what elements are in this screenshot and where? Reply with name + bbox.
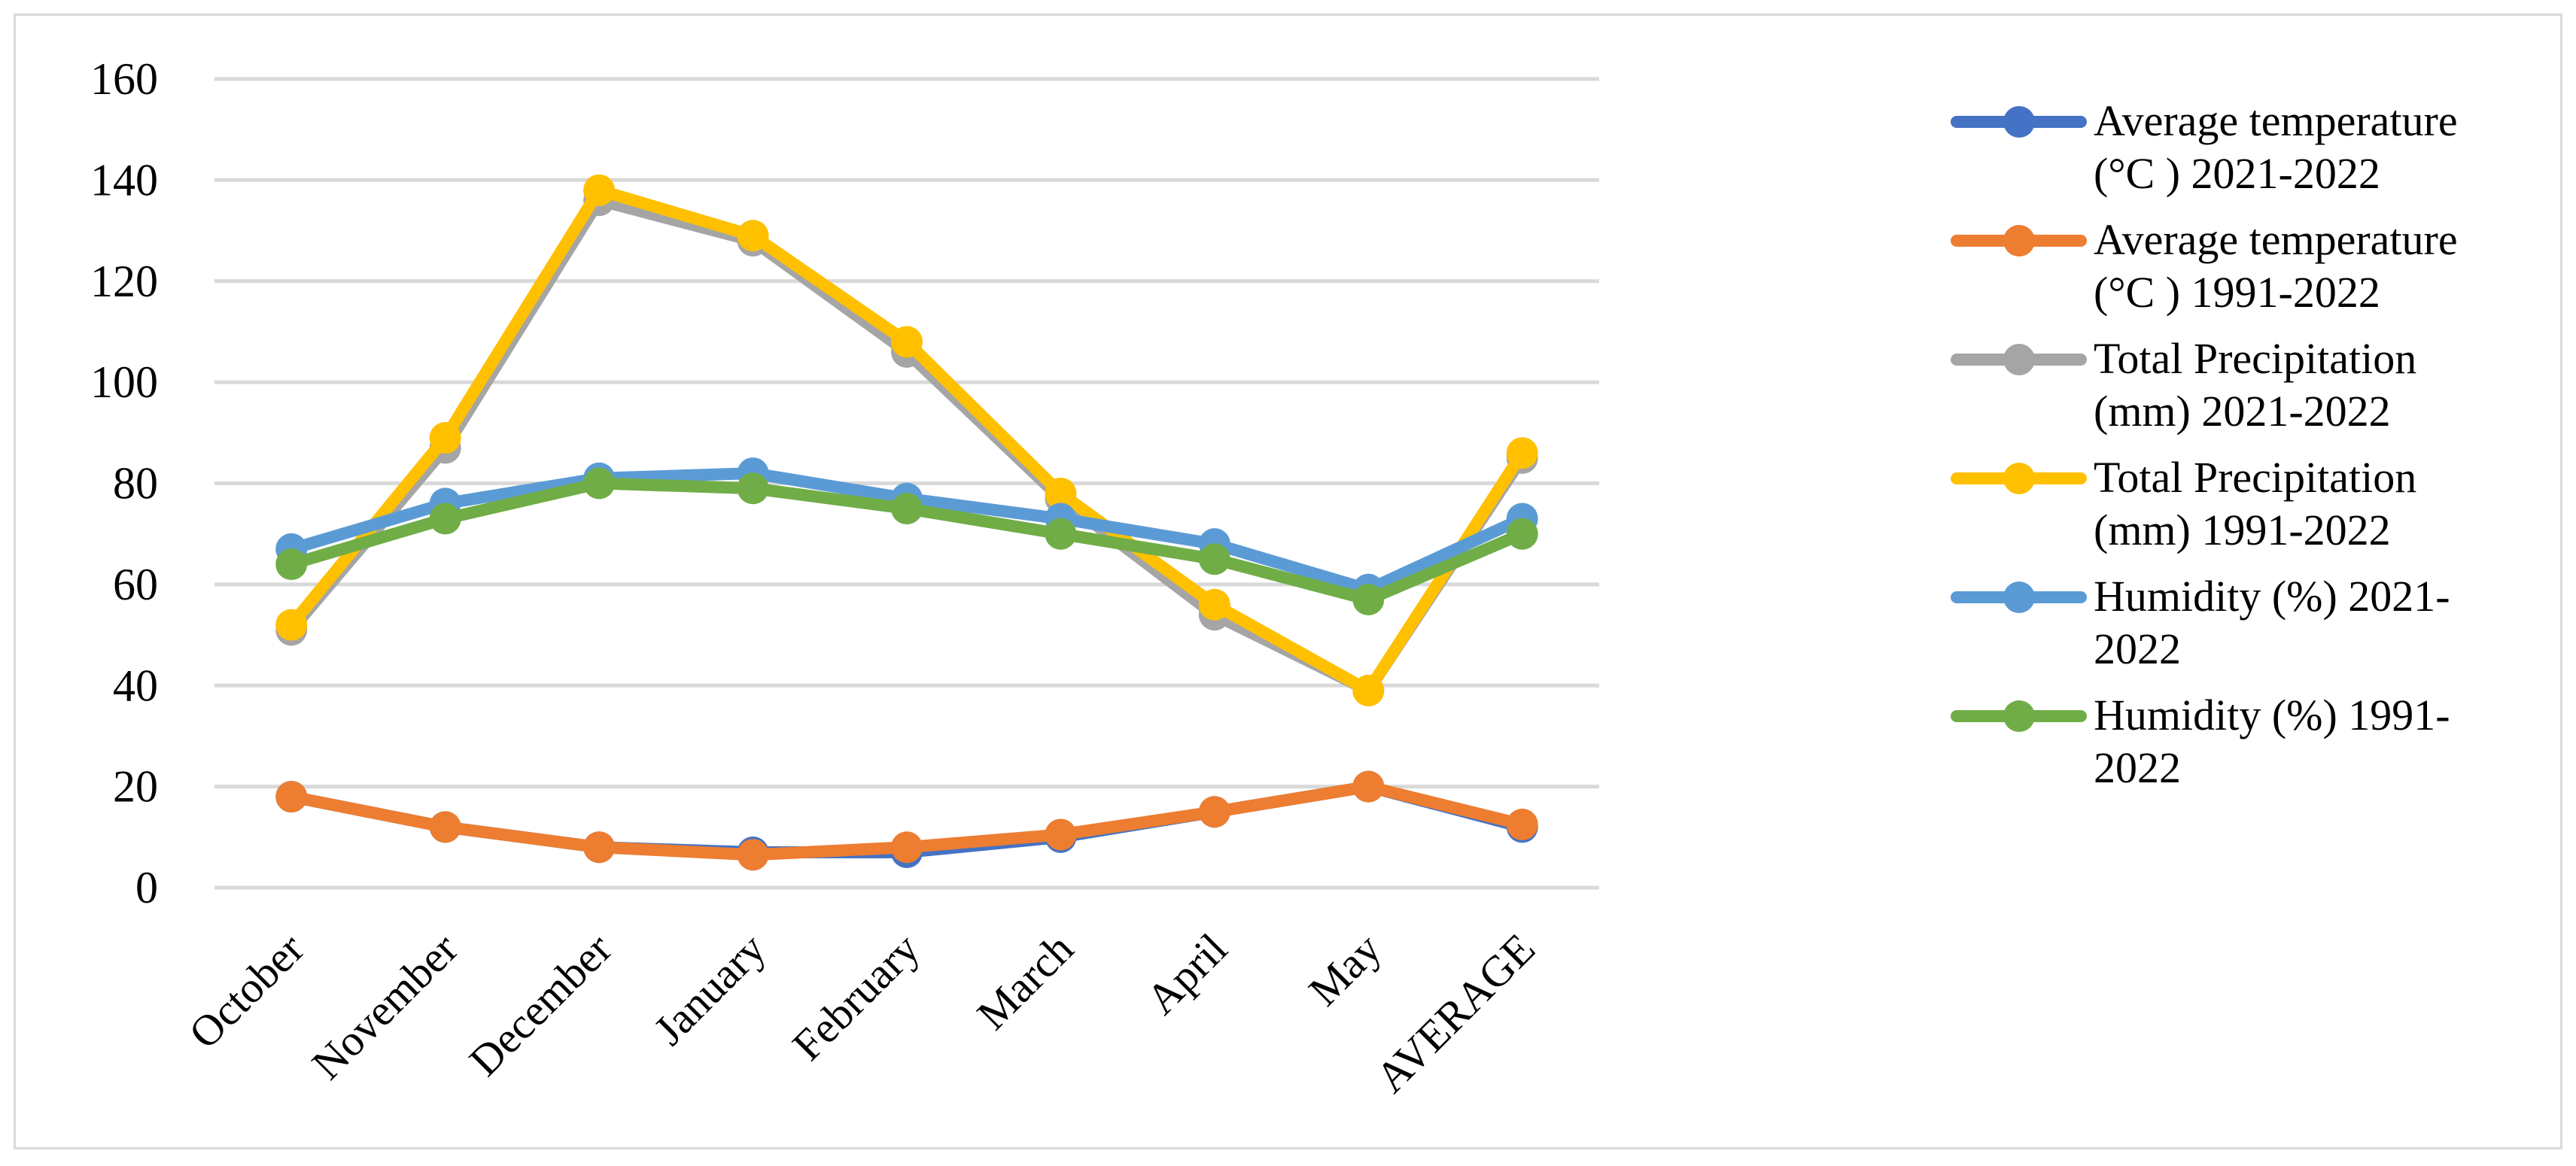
x-tick-label: May — [1299, 924, 1390, 1015]
legend-label: (°C ) 1991-2022 — [2094, 268, 2380, 317]
y-axis-ticks: 0 20 40 60 80 100 120 140 160 — [90, 54, 158, 912]
data-point — [1045, 477, 1077, 509]
legend-entry: Humidity (%) 2021-2022 — [1951, 572, 2450, 673]
y-tick-label: 100 — [90, 357, 158, 407]
data-point — [1352, 770, 1385, 803]
y-tick-label: 160 — [90, 54, 158, 104]
legend-label: (°C ) 2021-2022 — [2094, 149, 2380, 198]
x-tick-label: March — [968, 924, 1083, 1039]
y-tick-label: 120 — [90, 257, 158, 306]
legend-label: Total Precipitation — [2094, 334, 2416, 383]
y-tick-label: 40 — [113, 660, 158, 710]
legend-label: 2022 — [2094, 624, 2181, 673]
data-point — [1352, 584, 1385, 616]
x-tick-label: January — [644, 924, 775, 1055]
legend-entry: Humidity (%) 1991-2022 — [1951, 691, 2450, 792]
data-point — [1506, 437, 1538, 469]
data-point — [737, 472, 769, 505]
data-point — [429, 503, 461, 535]
data-point — [891, 493, 923, 525]
series-6 — [275, 467, 1538, 616]
series-3 — [275, 184, 1538, 706]
legend-label: (mm) 1991-2022 — [2094, 506, 2391, 554]
series-line — [285, 194, 1528, 697]
legend-entry: Total Precipitation(mm) 1991-2022 — [1951, 453, 2416, 554]
data-point — [1045, 818, 1077, 851]
legend-label: (mm) 2021-2022 — [2094, 387, 2391, 436]
legend-label: Total Precipitation — [2094, 453, 2416, 502]
x-tick-label: AVERAGE — [1366, 924, 1544, 1102]
data-point — [737, 220, 769, 252]
y-tick-label: 0 — [135, 863, 158, 912]
data-point — [1506, 809, 1538, 841]
legend-entry: Average temperature(°C ) 2021-2022 — [1951, 96, 2458, 198]
data-point — [1352, 674, 1385, 706]
x-tick-label: October — [179, 924, 313, 1058]
legend-entry: Average temperature(°C ) 1991-2022 — [1951, 215, 2458, 317]
data-point — [275, 548, 308, 580]
data-point — [891, 326, 923, 358]
data-point — [891, 831, 923, 864]
gridlines — [214, 77, 1599, 890]
legend-marker-swatch — [2003, 581, 2035, 613]
legend-entry: Total Precipitation(mm) 2021-2022 — [1951, 334, 2416, 436]
legend-marker-swatch — [2003, 463, 2035, 494]
data-point — [583, 174, 616, 206]
data-point — [275, 609, 308, 641]
data-point — [429, 811, 461, 843]
data-point — [1506, 518, 1538, 550]
legend-marker-swatch — [2003, 106, 2035, 138]
x-tick-label: December — [460, 924, 621, 1085]
data-point — [1198, 588, 1230, 621]
series-line — [285, 184, 1528, 697]
data-point — [583, 467, 616, 499]
series-4 — [275, 174, 1538, 706]
data-point — [737, 839, 769, 871]
y-tick-label: 140 — [90, 155, 158, 205]
legend: Average temperature(°C ) 2021-2022Averag… — [1951, 96, 2458, 792]
series-2 — [275, 770, 1538, 871]
data-point — [1045, 518, 1077, 550]
data-point — [583, 831, 616, 864]
legend-marker-swatch — [2003, 225, 2035, 257]
legend-label: 2022 — [2094, 743, 2181, 792]
x-tick-label: November — [303, 924, 467, 1089]
legend-marker-swatch — [2003, 344, 2035, 375]
legend-label: Humidity (%) 1991- — [2094, 691, 2450, 739]
data-point — [275, 781, 308, 813]
x-tick-label: February — [783, 924, 929, 1070]
data-point — [1198, 796, 1230, 828]
y-tick-label: 60 — [113, 560, 158, 609]
y-tick-label: 80 — [113, 459, 158, 509]
legend-label: Humidity (%) 2021- — [2094, 572, 2450, 621]
legend-label: Average temperature — [2094, 215, 2458, 264]
y-tick-label: 20 — [113, 762, 158, 812]
x-tick-label: April — [1137, 924, 1237, 1024]
legend-marker-swatch — [2003, 700, 2035, 732]
data-point — [429, 422, 461, 454]
legend-label: Average temperature — [2094, 96, 2458, 145]
data-point — [1198, 543, 1230, 575]
series-lines — [275, 174, 1538, 871]
